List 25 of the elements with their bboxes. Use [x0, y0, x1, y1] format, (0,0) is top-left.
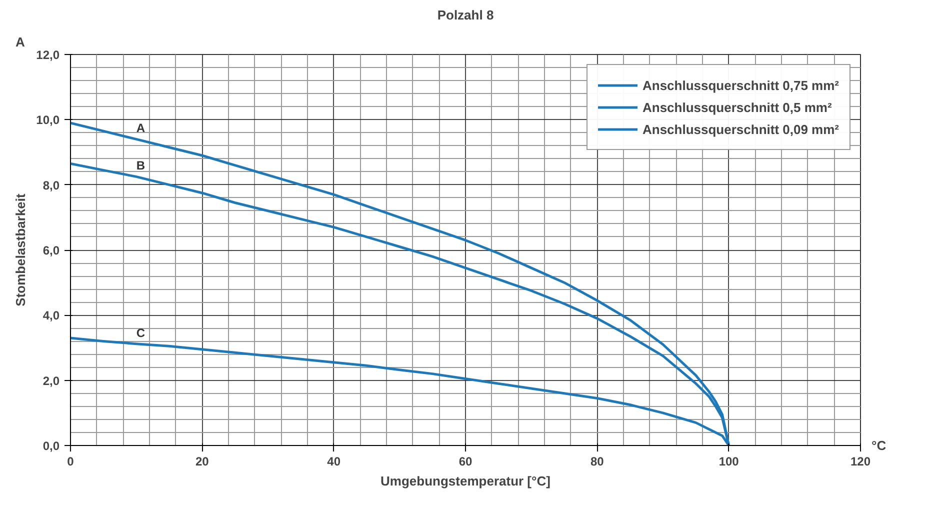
x-tick-label: 120: [850, 454, 871, 468]
x-tick-label: 0: [67, 454, 74, 468]
chart-title: Polzahl 8: [437, 8, 494, 22]
x-tick-label: 100: [718, 454, 740, 468]
annotation: C: [136, 326, 146, 340]
y-tick-label: 4,0: [42, 308, 60, 323]
y-tick-label: 8,0: [42, 178, 60, 192]
y-tick-label: 10,0: [36, 113, 60, 128]
x-tick-label: 40: [327, 454, 341, 468]
y-tick-label: 0,0: [42, 439, 60, 453]
annotation: A: [136, 121, 146, 136]
x-axis-title: Umgebungstemperatur [°C]: [380, 474, 550, 488]
annotation: B: [136, 158, 146, 173]
legend-label: Anschlussquerschnitt 0,09 mm²: [642, 122, 839, 136]
y-tick-label: 12,0: [36, 48, 60, 62]
y-tick-label: 2,0: [42, 374, 60, 388]
text: A: [16, 34, 26, 50]
x-tick-label: 20: [195, 454, 210, 468]
y-tick-label: 6,0: [42, 244, 60, 258]
x-tick-label: 60: [458, 454, 472, 468]
x-tick-label: 80: [590, 454, 604, 468]
legend-label: Anschlussquerschnitt 0,75 mm²: [642, 78, 839, 92]
y-axis-title: Stombelastbarkeit: [13, 192, 28, 306]
legend-label: Anschlussquerschnitt 0,5 mm²: [642, 100, 832, 114]
text: °C: [872, 438, 887, 453]
